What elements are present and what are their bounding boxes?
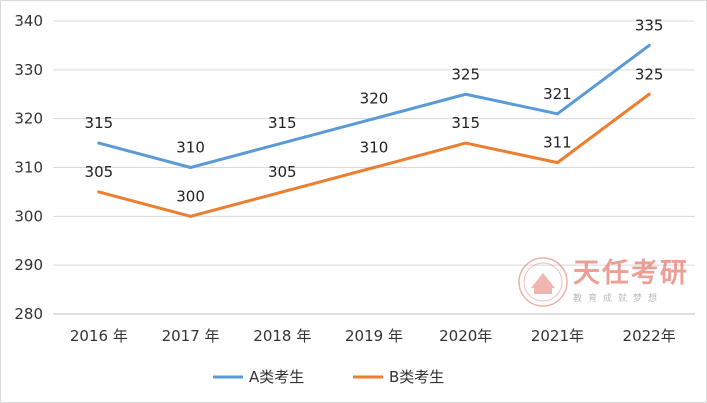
data-point xyxy=(555,112,559,116)
legend: A类考生 B类考生 xyxy=(213,368,444,386)
data-label: 310 xyxy=(360,139,389,157)
data-point xyxy=(372,166,376,169)
x-tick-label: 2021年 xyxy=(531,327,584,345)
x-tick-label: 2017 年 xyxy=(162,327,220,345)
legend-label: A类考生 xyxy=(249,368,304,386)
x-tick-label: 2018 年 xyxy=(253,327,311,345)
data-point xyxy=(464,92,468,96)
data-label: 300 xyxy=(176,187,205,205)
data-point xyxy=(464,141,468,145)
data-point xyxy=(647,43,651,47)
data-point xyxy=(647,92,651,96)
data-label: 325 xyxy=(635,65,664,83)
data-point xyxy=(280,141,284,145)
data-label: 335 xyxy=(635,16,664,34)
y-tick-label: 330 xyxy=(14,61,43,79)
x-tick-label: 2020年 xyxy=(439,327,492,345)
data-point xyxy=(555,161,559,165)
y-axis-ticks: 280 290 300 310 320 330 340 xyxy=(14,12,43,323)
data-label: 325 xyxy=(451,65,480,83)
x-axis-ticks: 2016 年 2017 年 2018 年 2019 年 2020年 2021年 2022年 xyxy=(70,327,676,345)
series-lines xyxy=(97,43,651,218)
data-label: 311 xyxy=(543,134,572,152)
y-tick-label: 310 xyxy=(14,159,43,177)
data-label: 310 xyxy=(176,139,205,157)
data-point xyxy=(97,141,101,145)
y-tick-label: 280 xyxy=(14,305,43,323)
watermark-title: 天任考研 xyxy=(573,258,689,289)
data-label: 305 xyxy=(268,163,297,181)
seal-icon xyxy=(518,257,568,307)
data-point xyxy=(280,190,284,194)
data-label: 315 xyxy=(85,114,114,132)
y-tick-label: 320 xyxy=(14,110,43,128)
y-tick-label: 290 xyxy=(14,256,43,274)
data-labels: 315 310 315 320 325 321 335 305 300 305 310 315 311 3… xyxy=(85,16,664,205)
data-point xyxy=(372,117,376,121)
data-label: 315 xyxy=(451,114,480,132)
data-point xyxy=(97,190,101,194)
x-tick-label: 2016 年 xyxy=(70,327,128,345)
data-point xyxy=(189,214,193,218)
y-tick-label: 340 xyxy=(14,12,43,30)
data-label: 315 xyxy=(268,114,297,132)
y-tick-label: 300 xyxy=(14,207,43,225)
legend-label: B类考生 xyxy=(389,368,444,386)
watermark-logo: 天任考研 教育成就梦想 xyxy=(518,257,689,307)
data-label: 321 xyxy=(543,85,572,103)
watermark-subtitle: 教育成就梦想 xyxy=(573,292,663,304)
data-label: 320 xyxy=(360,90,389,108)
x-tick-label: 2022年 xyxy=(623,327,676,345)
x-tick-label: 2019 年 xyxy=(345,327,403,345)
data-point xyxy=(189,166,193,169)
data-label: 305 xyxy=(85,163,114,181)
